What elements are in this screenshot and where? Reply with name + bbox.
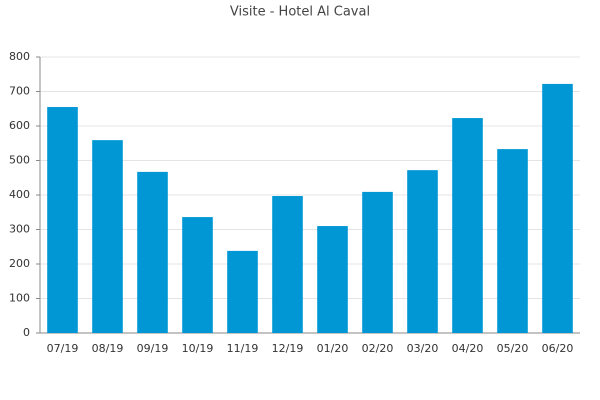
- bar: [272, 196, 303, 333]
- x-tick-label: 07/19: [47, 342, 79, 355]
- x-tick-label: 08/19: [92, 342, 124, 355]
- bar: [227, 250, 258, 333]
- y-tick-label: 700: [9, 85, 30, 98]
- y-tick-label: 0: [23, 326, 30, 339]
- y-tick-label: 600: [9, 119, 30, 132]
- x-tick-label: 12/19: [272, 342, 304, 355]
- y-tick-label: 300: [9, 223, 30, 236]
- y-tick-label: 500: [9, 154, 30, 167]
- x-tick-label: 10/19: [182, 342, 214, 355]
- x-tick-label: 11/19: [227, 342, 259, 355]
- x-tick-label: 03/20: [407, 342, 439, 355]
- y-tick-label: 800: [9, 50, 30, 63]
- x-tick-label: 05/20: [497, 342, 529, 355]
- bar: [137, 171, 168, 333]
- x-tick-label: 01/20: [317, 342, 349, 355]
- bar: [542, 83, 573, 333]
- bar: [362, 191, 393, 333]
- x-tick-label: 06/20: [542, 342, 574, 355]
- y-tick-label: 200: [9, 257, 30, 270]
- bar: [92, 140, 123, 333]
- y-tick-label: 100: [9, 292, 30, 305]
- chart-title: Visite - Hotel Al Caval: [230, 5, 370, 20]
- bar: [317, 226, 348, 333]
- bar: [47, 107, 78, 334]
- bar: [182, 217, 213, 333]
- bar: [497, 149, 528, 333]
- bar: [407, 170, 438, 333]
- bar: [452, 118, 483, 333]
- x-tick-label: 09/19: [137, 342, 169, 355]
- y-tick-label: 400: [9, 188, 30, 201]
- x-tick-label: 04/20: [452, 342, 484, 355]
- x-tick-label: 02/20: [362, 342, 394, 355]
